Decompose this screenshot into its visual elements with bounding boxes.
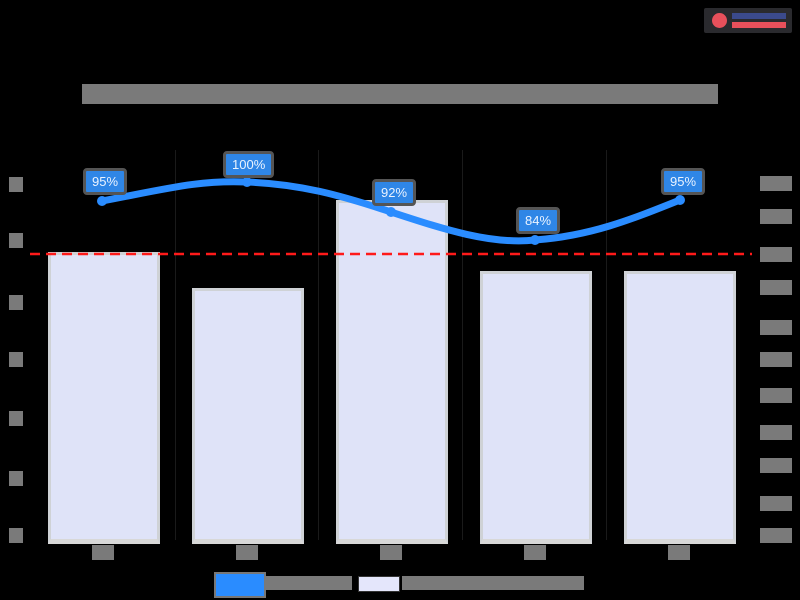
y-left-tick-label <box>9 233 23 248</box>
chart-title <box>82 84 718 104</box>
y-right-tick-label <box>760 458 792 473</box>
y-left-tick-label <box>9 295 23 310</box>
logo-text-top <box>732 13 786 19</box>
x-tick-label <box>236 545 258 560</box>
x-tick-label <box>380 545 402 560</box>
logo-text-bottom <box>732 22 786 28</box>
y-right-tick-label <box>760 528 792 543</box>
grid-line <box>462 150 463 540</box>
bar-1 <box>48 252 160 544</box>
y-right-tick-label <box>760 425 792 440</box>
bar-3 <box>336 200 448 544</box>
brand-logo <box>704 8 792 33</box>
grid-line <box>318 150 319 540</box>
grid-line <box>606 150 607 540</box>
data-label: 95% <box>661 168 706 195</box>
legend-line-swatch[interactable] <box>214 572 266 598</box>
legend-line-label[interactable] <box>264 576 352 590</box>
data-label: 92% <box>372 179 417 206</box>
y-right-tick-label <box>760 320 792 335</box>
legend-bar-swatch[interactable] <box>358 576 400 592</box>
y-right-tick-label <box>760 247 792 262</box>
y-right-tick-label <box>760 388 792 403</box>
y-right-tick-label <box>760 280 792 295</box>
y-left-tick-label <box>9 471 23 486</box>
legend-bar-label[interactable] <box>402 576 584 590</box>
bar-2 <box>192 288 304 544</box>
y-left-tick-label <box>9 177 23 192</box>
x-tick-label <box>668 545 690 560</box>
y-right-tick-label <box>760 176 792 191</box>
y-right-tick-label <box>760 209 792 224</box>
y-right-tick-label <box>760 496 792 511</box>
y-right-tick-label <box>760 352 792 367</box>
data-label: 100% <box>223 151 275 178</box>
data-label: 95% <box>83 168 128 195</box>
bar-4 <box>480 271 592 544</box>
y-left-tick-label <box>9 528 23 543</box>
x-tick-label <box>92 545 114 560</box>
y-left-tick-label <box>9 352 23 367</box>
grid-line <box>175 150 176 540</box>
x-tick-label <box>524 545 546 560</box>
logo-circle-icon <box>712 13 727 28</box>
y-left-tick-label <box>9 411 23 426</box>
bar-5 <box>624 271 736 544</box>
data-label: 84% <box>516 207 561 234</box>
